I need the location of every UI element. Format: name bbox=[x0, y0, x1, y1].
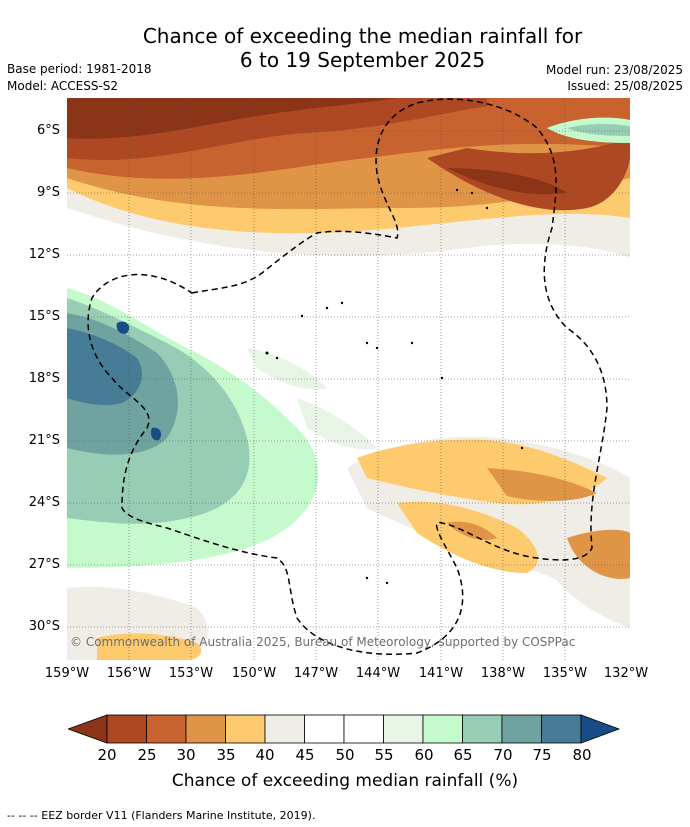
colorbar-cell bbox=[185, 714, 226, 744]
issued-date: Issued: 25/08/2025 bbox=[567, 79, 683, 93]
lat-label: 30°S bbox=[28, 619, 60, 634]
lon-label: 150°W bbox=[231, 666, 277, 681]
colorbar-tick: 40 bbox=[255, 746, 275, 764]
colorbar-label: Chance of exceeding median rainfall (%) bbox=[171, 771, 519, 791]
colorbar-tick: 45 bbox=[295, 746, 315, 764]
colorbar-cell bbox=[422, 714, 463, 744]
lon-label: 138°W bbox=[480, 666, 526, 681]
lon-label: 147°W bbox=[293, 666, 339, 681]
colorbar-cell bbox=[343, 714, 384, 744]
lat-label: 9°S bbox=[36, 185, 60, 200]
colorbar-tick: 80 bbox=[572, 746, 592, 764]
lon-label: 153°W bbox=[168, 666, 214, 681]
model-run: Model run: 23/08/2025 bbox=[545, 63, 683, 77]
map-title-line2: 6 to 19 September 2025 bbox=[239, 48, 486, 72]
lon-label: 135°W bbox=[542, 666, 588, 681]
lon-label: 156°W bbox=[106, 666, 152, 681]
lat-label: 12°S bbox=[28, 247, 60, 262]
colorbar-cell bbox=[501, 714, 542, 744]
lon-label: 159°W bbox=[44, 666, 90, 681]
colorbar-cell bbox=[106, 714, 147, 744]
lat-label: 15°S bbox=[28, 309, 60, 324]
map-title-line1: Chance of exceeding the median rainfall … bbox=[142, 24, 583, 48]
lat-label: 6°S bbox=[36, 123, 60, 138]
colorbar-cells bbox=[68, 714, 621, 744]
colorbar-cell bbox=[383, 714, 424, 744]
colorbar-tick: 65 bbox=[453, 746, 473, 764]
colorbar-tick: 25 bbox=[137, 746, 157, 764]
lat-label: 27°S bbox=[28, 557, 60, 572]
colorbar-tick: 35 bbox=[216, 746, 236, 764]
colorbar-under-arrow bbox=[68, 714, 108, 744]
colorbar-tick: 55 bbox=[374, 746, 394, 764]
lat-label: 21°S bbox=[28, 433, 60, 448]
lon-label: 141°W bbox=[418, 666, 464, 681]
colorbar-cell bbox=[541, 714, 582, 744]
eez-legend: -- -- -- EEZ border V11 (Flanders Marine… bbox=[7, 809, 316, 822]
lat-label: 24°S bbox=[28, 495, 60, 510]
colorbar-tick: 70 bbox=[493, 746, 513, 764]
colorbar-tick: 30 bbox=[176, 746, 196, 764]
rainfall-map: © Commonwealth of Australia 2025, Bureau… bbox=[67, 98, 630, 660]
colorbar-cell bbox=[225, 714, 266, 744]
colorbar-tick: 20 bbox=[97, 746, 117, 764]
model-name: Model: ACCESS-S2 bbox=[7, 79, 119, 93]
colorbar-over-arrow bbox=[580, 714, 621, 744]
colorbar bbox=[68, 714, 621, 744]
colorbar-tick: 50 bbox=[335, 746, 355, 764]
colorbar-tick: 60 bbox=[414, 746, 434, 764]
colorbar-cell bbox=[462, 714, 503, 744]
lon-label: 132°W bbox=[603, 666, 649, 681]
base-period: Base period: 1981-2018 bbox=[7, 62, 152, 76]
colorbar-cell bbox=[304, 714, 345, 744]
copyright-notice: © Commonwealth of Australia 2025, Bureau… bbox=[70, 635, 575, 649]
colorbar-tick: 75 bbox=[532, 746, 552, 764]
colorbar-cell bbox=[146, 714, 187, 744]
colorbar-cell bbox=[264, 714, 305, 744]
lon-label: 144°W bbox=[355, 666, 401, 681]
lat-label: 18°S bbox=[28, 371, 60, 386]
